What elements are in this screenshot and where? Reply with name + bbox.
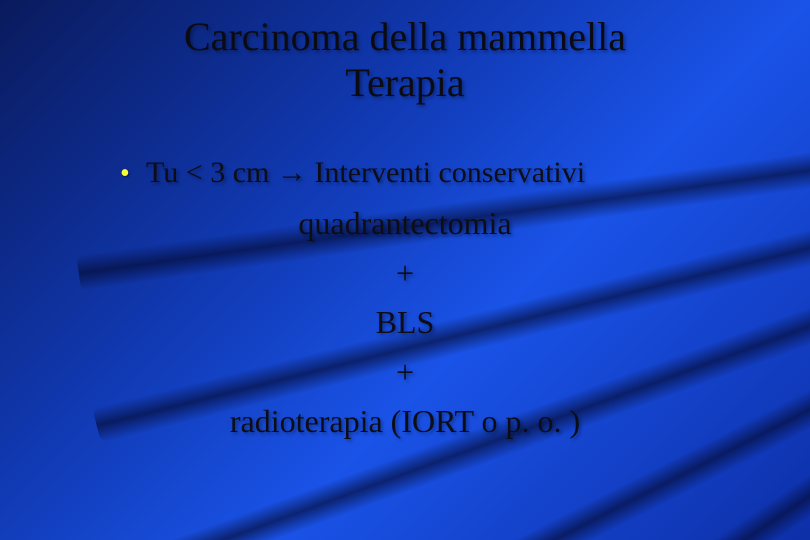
- centered-line: BLS: [120, 298, 690, 348]
- bullet-marker: •: [120, 160, 146, 188]
- centered-line: quadrantectomia: [120, 199, 690, 249]
- slide-title: Carcinoma della mammella Terapia: [0, 14, 810, 106]
- centered-lines: quadrantectomia + BLS + radioterapia (IO…: [120, 199, 750, 447]
- bullet-item: • Tu < 3 cm → Interventi conservativi: [120, 155, 750, 191]
- bullet-text: Tu < 3 cm → Interventi conservativi: [146, 155, 585, 191]
- slide-body: • Tu < 3 cm → Interventi conservativi qu…: [120, 155, 750, 447]
- title-line-2: Terapia: [0, 60, 810, 106]
- slide: Carcinoma della mammella Terapia • Tu < …: [0, 0, 810, 540]
- centered-line: radioterapia (IORT o p. o. ): [120, 397, 690, 447]
- centered-line: +: [120, 348, 690, 398]
- title-line-1: Carcinoma della mammella: [0, 14, 810, 60]
- centered-line: +: [120, 249, 690, 299]
